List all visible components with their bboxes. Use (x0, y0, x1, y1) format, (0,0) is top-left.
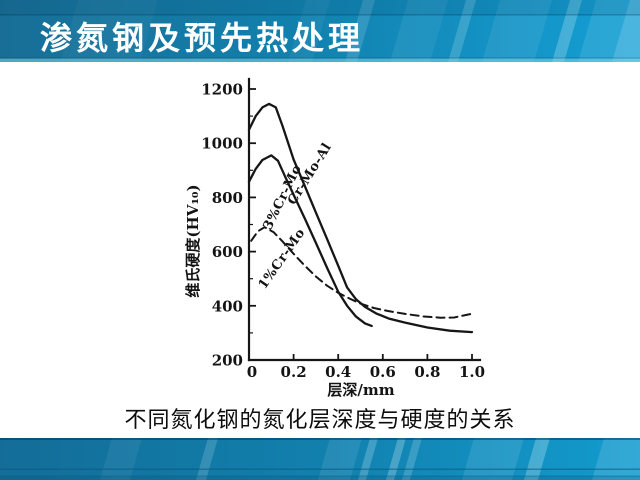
x-tick-label: 0.6 (370, 363, 396, 381)
curve-Cr-Mo-Al (247, 102, 474, 334)
series-label-1-Cr-Mo: 1%Cr-Mo (256, 226, 309, 292)
y-tick-label: 1000 (201, 135, 243, 153)
y-axis-title: 维氏硬度(HV₁₀) (184, 184, 202, 297)
x-tick-label: 1.0 (459, 363, 485, 381)
x-tick-label: 0.4 (325, 363, 351, 381)
y-tick-label: 600 (212, 243, 243, 261)
x-tick-label: 0.8 (414, 363, 440, 381)
hardness-depth-chart: 200 400 600 800 1000 1200 0 0.2 0.4 0.6 0.8 1.0 层深/m… (165, 73, 500, 405)
x-axis-title: 层深/mm (327, 381, 394, 399)
hardness-chart-svg: 200 400 600 800 1000 1200 0 0.2 0.4 0.6 0.8 1.0 层深/m… (184, 77, 485, 399)
slide-footer (0, 438, 640, 480)
header-rays-decoration (0, 0, 640, 62)
x-tick-label: 0 (247, 363, 257, 381)
slide-title: 渗氮钢及预先热处理 (40, 19, 365, 57)
curve-1-Cr-Mo (250, 226, 473, 319)
slide-header: 渗氮钢及预先热处理 (0, 0, 640, 62)
footer-rays-decoration (0, 438, 640, 480)
y-tick-label: 400 (212, 297, 243, 315)
y-tick-label: 200 (212, 352, 243, 370)
x-tick-label: 0.2 (281, 363, 307, 381)
curve-3-Cr-Mo (247, 154, 373, 328)
y-tick-label: 1200 (201, 81, 243, 99)
y-tick-label: 800 (212, 189, 243, 207)
figure-caption: 不同氮化钢的氮化层深度与硬度的关系 (124, 408, 516, 433)
